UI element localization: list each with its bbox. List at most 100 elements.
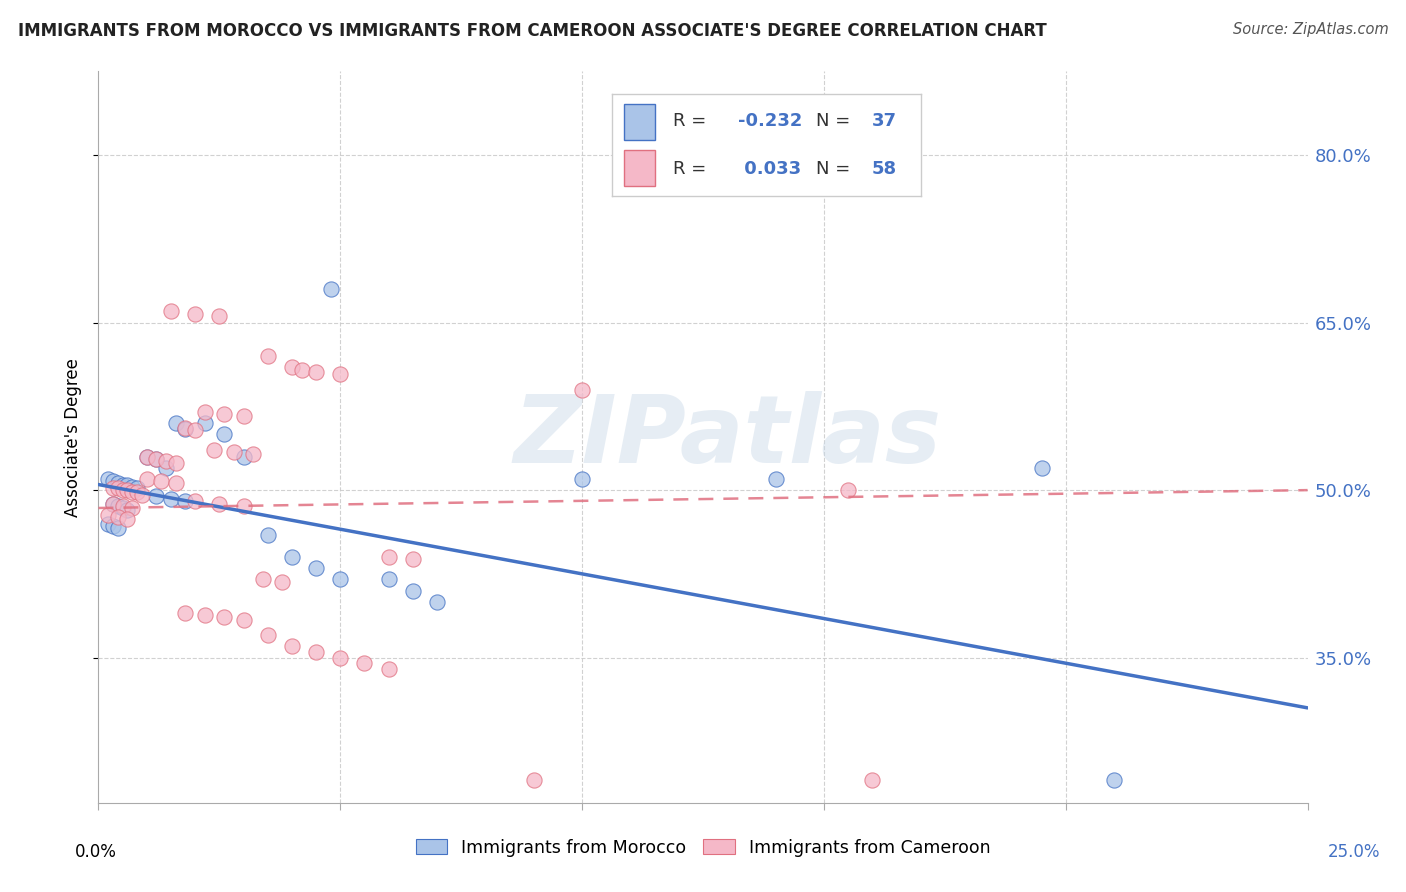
Point	[117, 503, 139, 517]
Point	[194, 416, 217, 430]
Point	[252, 573, 274, 587]
Point	[305, 645, 328, 659]
Point	[165, 416, 187, 430]
Point	[174, 606, 197, 620]
Point	[131, 487, 153, 501]
Point	[135, 450, 157, 464]
Point	[329, 367, 352, 381]
Point	[160, 304, 183, 318]
Point	[107, 481, 129, 495]
Point	[107, 521, 129, 535]
Point	[290, 362, 312, 376]
Point	[101, 496, 124, 510]
Point	[256, 349, 278, 363]
Point	[305, 561, 328, 575]
Point	[101, 519, 124, 533]
Point	[222, 445, 245, 459]
Point	[426, 595, 449, 609]
Point	[107, 476, 129, 491]
Point	[150, 474, 173, 488]
Point	[165, 476, 187, 491]
Text: 58: 58	[872, 160, 897, 178]
Point	[204, 442, 226, 457]
Point	[160, 491, 183, 506]
Point	[256, 628, 278, 642]
Point	[232, 450, 254, 464]
Point	[121, 480, 143, 494]
Point	[97, 508, 120, 522]
Point	[101, 496, 124, 510]
Point	[208, 496, 231, 510]
Point	[305, 365, 328, 379]
Y-axis label: Associate's Degree: Associate's Degree	[65, 358, 83, 516]
Point	[402, 583, 425, 598]
Point	[232, 499, 254, 513]
Point	[107, 510, 129, 524]
FancyBboxPatch shape	[624, 104, 655, 140]
Text: N =: N =	[815, 160, 856, 178]
Point	[256, 528, 278, 542]
Point	[281, 640, 304, 654]
Point	[353, 657, 375, 671]
Text: ZIPatlas: ZIPatlas	[513, 391, 941, 483]
Point	[174, 494, 197, 508]
Point	[208, 309, 231, 323]
Point	[377, 573, 399, 587]
Point	[184, 494, 207, 508]
Point	[523, 773, 546, 788]
Point	[319, 282, 342, 296]
Point	[571, 383, 593, 397]
Text: 0.033: 0.033	[738, 160, 801, 178]
Text: Source: ZipAtlas.com: Source: ZipAtlas.com	[1233, 22, 1389, 37]
Point	[571, 472, 593, 486]
Point	[111, 483, 134, 497]
Point	[101, 481, 124, 495]
Point	[145, 451, 167, 466]
Point	[165, 456, 187, 470]
Point	[329, 573, 352, 587]
Point	[155, 454, 177, 468]
Point	[271, 574, 294, 589]
Text: 25.0%: 25.0%	[1327, 843, 1381, 861]
Point	[145, 451, 167, 466]
Point	[117, 483, 139, 497]
Point	[212, 407, 235, 421]
Point	[117, 512, 139, 526]
Text: -0.232: -0.232	[738, 112, 803, 130]
Point	[145, 489, 167, 503]
Point	[111, 499, 134, 513]
Point	[194, 608, 217, 623]
Point	[101, 474, 124, 488]
Text: IMMIGRANTS FROM MOROCCO VS IMMIGRANTS FROM CAMEROON ASSOCIATE'S DEGREE CORRELATI: IMMIGRANTS FROM MOROCCO VS IMMIGRANTS FR…	[18, 22, 1047, 40]
Text: R =: R =	[673, 112, 713, 130]
Point	[111, 477, 134, 491]
Point	[184, 423, 207, 437]
FancyBboxPatch shape	[624, 150, 655, 186]
Text: 37: 37	[872, 112, 897, 130]
Point	[329, 650, 352, 665]
Point	[232, 409, 254, 424]
Point	[121, 500, 143, 515]
Legend: Immigrants from Morocco, Immigrants from Cameroon: Immigrants from Morocco, Immigrants from…	[409, 831, 997, 863]
Point	[837, 483, 859, 497]
Point	[212, 610, 235, 624]
Point	[121, 485, 143, 500]
Point	[281, 550, 304, 565]
Point	[155, 460, 177, 475]
Point	[111, 500, 134, 515]
Point	[127, 481, 149, 495]
Point	[212, 427, 235, 442]
Point	[232, 613, 254, 627]
Point	[242, 447, 264, 461]
Point	[97, 516, 120, 531]
Point	[135, 450, 157, 464]
Point	[174, 422, 197, 436]
Point	[117, 477, 139, 491]
Point	[135, 472, 157, 486]
Point	[860, 773, 883, 788]
Text: N =: N =	[815, 112, 856, 130]
Point	[281, 360, 304, 375]
Point	[184, 307, 207, 321]
Point	[97, 472, 120, 486]
Point	[127, 485, 149, 500]
